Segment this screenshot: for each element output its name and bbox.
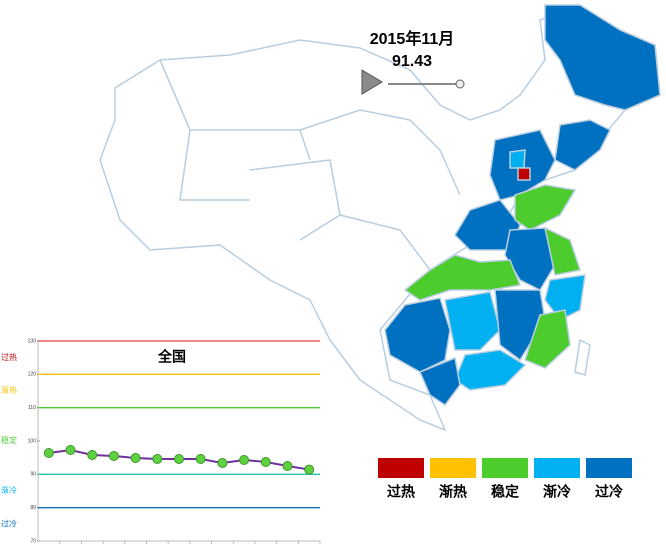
legend-label: 过热 — [387, 484, 415, 500]
y-tick-label: 90 — [30, 472, 36, 478]
y-tick-label: 80 — [30, 505, 36, 511]
y-tick-label: 110 — [28, 405, 36, 411]
legend-label: 稳定 — [491, 484, 519, 500]
slider-handle[interactable] — [455, 79, 465, 89]
province — [544, 4, 661, 111]
zone-label: 过冷 — [1, 518, 17, 528]
zone-label: 渐冷 — [1, 485, 17, 495]
data-point — [282, 461, 293, 471]
legend-label: 渐冷 — [543, 484, 571, 500]
data-point — [304, 464, 315, 475]
legend-swatch — [430, 458, 476, 478]
data-point — [174, 454, 184, 464]
province — [419, 356, 461, 407]
legend-label: 过冷 — [595, 484, 623, 500]
province — [403, 254, 522, 301]
y-tick-label: 70 — [30, 538, 36, 544]
y-tick-label: 100 — [28, 438, 37, 444]
legend-swatch — [534, 458, 580, 478]
province — [514, 184, 577, 231]
province — [544, 274, 586, 321]
legend-swatch — [482, 458, 528, 478]
province — [384, 297, 451, 373]
chart-title: 全国 — [157, 349, 186, 365]
date: 2015年11月 — [370, 29, 455, 48]
data-point — [65, 445, 76, 455]
legend-label: 渐热 — [439, 484, 467, 500]
zone-label: 稳定 — [1, 435, 17, 445]
data-point — [195, 454, 206, 464]
legend: 过热 渐热 稳定 渐冷 过冷 — [378, 458, 632, 500]
data-point — [108, 451, 119, 461]
y-tick-label: 130 — [28, 338, 37, 344]
data-point — [260, 457, 271, 467]
data-point — [87, 450, 98, 460]
zone-label: 渐热 — [1, 385, 17, 395]
legend-swatch — [586, 458, 632, 478]
province-borders — [159, 59, 461, 271]
province — [517, 167, 531, 181]
province — [554, 119, 612, 171]
data-point — [217, 458, 228, 468]
data-point — [239, 455, 250, 465]
taiwan — [574, 338, 591, 376]
province — [444, 291, 501, 351]
index-value: 91.43 — [392, 53, 432, 70]
data-point — [130, 453, 141, 463]
zone-label: 过热 — [1, 352, 17, 362]
province — [509, 149, 526, 169]
legend-swatch — [378, 458, 424, 478]
map — [99, 4, 661, 432]
province — [543, 226, 581, 276]
province — [524, 309, 571, 369]
time-slider[interactable] — [361, 69, 465, 95]
data-point — [43, 448, 54, 458]
play-button[interactable] — [361, 69, 383, 95]
data-point — [152, 454, 163, 464]
y-tick-label: 120 — [28, 372, 37, 378]
